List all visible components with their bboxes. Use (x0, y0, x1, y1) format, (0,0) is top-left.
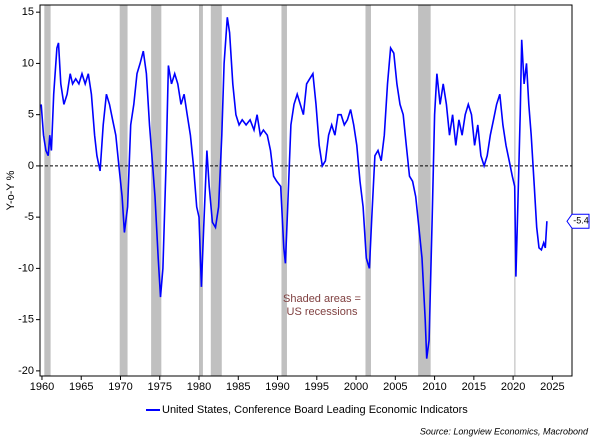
legend-label: United States, Conference Board Leading … (162, 404, 468, 416)
y-tick-label: -10 (18, 262, 34, 274)
x-tick-label: 2025 (540, 381, 564, 393)
recession-band (44, 5, 51, 376)
recession-band (119, 5, 128, 376)
plot-frame (39, 4, 573, 377)
y-tick-label: 10 (22, 57, 34, 69)
annotation: US recessions (287, 306, 358, 318)
y-tick-label: -15 (18, 314, 34, 326)
y-axis-label: Y-o-Y % (5, 170, 17, 210)
x-tick-label: 1965 (69, 381, 93, 393)
x-tick-label: 2020 (501, 381, 525, 393)
y-tick-label: 5 (28, 109, 34, 121)
last-value-box (566, 213, 590, 229)
x-tick-label: 2000 (344, 381, 368, 393)
recession-band (210, 5, 222, 376)
recession-band (151, 5, 162, 376)
x-tick-label: 2010 (422, 381, 446, 393)
x-tick-label: 1960 (30, 381, 54, 393)
data-line (40, 17, 548, 359)
y-tick-label: -20 (18, 365, 34, 377)
recession-band (199, 5, 203, 376)
recession-band (418, 5, 431, 376)
x-tick-label: 1985 (226, 381, 250, 393)
y-tick-label: -5 (24, 211, 34, 223)
x-tick-label: 2005 (383, 381, 407, 393)
x-tick-label: 1995 (305, 381, 329, 393)
last-value-label: -5.4 (573, 216, 589, 226)
y-tick-label: 15 (22, 6, 34, 18)
recession-band (281, 5, 287, 376)
source: Source: Longview Economics, Macrobond (420, 426, 589, 436)
x-tick-label: 1975 (148, 381, 172, 393)
x-tick-label: 2015 (462, 381, 486, 393)
recession-band (365, 5, 371, 376)
annotation: Shaded areas = (283, 293, 361, 305)
y-tick-label: 0 (28, 160, 34, 172)
x-tick-label: 1970 (108, 381, 132, 393)
x-tick-label: 1990 (265, 381, 289, 393)
x-tick-label: 1980 (187, 381, 211, 393)
